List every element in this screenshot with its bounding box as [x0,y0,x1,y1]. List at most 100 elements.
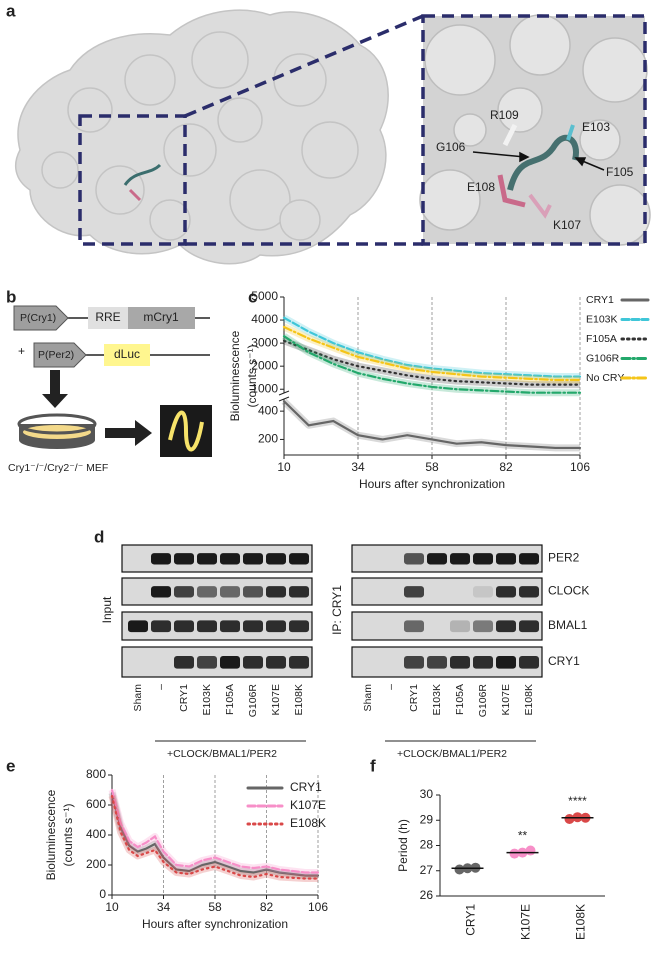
band [404,656,424,669]
residue-label: E108 [467,180,495,194]
band [220,656,240,669]
y-tick-label: 1000 [251,381,278,395]
plus: + [18,344,25,358]
residue-label: R109 [490,108,519,122]
protein-label: CRY1 [548,654,580,668]
protein-label: PER2 [548,551,580,565]
band [197,553,217,565]
band [174,553,194,565]
legend-label: No CRY [586,372,624,384]
x-tick-label: 82 [499,460,513,474]
lane-label: E103K [201,684,213,716]
x-tick-label: K107E [519,904,533,940]
x-tick-label: 58 [208,900,222,914]
y-tick-label: 0 [99,887,106,901]
y-tick-label: 27 [420,863,434,877]
band [266,656,286,669]
panel-label: b [6,287,16,306]
band [496,553,516,565]
band [496,586,516,598]
cotransfection-label: +CLOCK/BMAL1/PER2 [167,748,277,760]
x-tick-label: 10 [277,460,291,474]
band [174,656,194,669]
x-axis-label: Hours after synchronization [142,917,288,931]
band [151,553,171,565]
y-axis-label: Bioluminescence [228,330,242,421]
band [197,620,217,633]
series-line [282,325,582,382]
x-tick-label: 58 [425,460,439,474]
lane-label: – [385,684,397,690]
band [243,553,263,565]
panel-label: e [6,756,15,775]
zoom-frame [421,14,647,246]
y-tick-label: 800 [86,767,106,781]
x-tick-label: 10 [105,900,119,914]
y-tick-label: 600 [86,797,106,811]
y-tick-label: 2000 [251,358,278,372]
y-tick-label: 4000 [251,312,278,326]
element-label: RRE [95,310,120,324]
y-tick-label: 400 [86,827,106,841]
lane-label: E108K [523,684,535,716]
band [220,553,240,565]
band [450,620,470,633]
cell-assay: Cry1⁻/⁻/Cry2⁻/⁻ MEF [8,370,212,474]
band [128,620,148,633]
x-tick-label: 34 [351,460,365,474]
band [174,586,194,598]
legend-label: E103K [586,313,618,325]
western-blots [121,544,543,678]
y-tick-label: 3000 [251,335,278,349]
band [151,620,171,633]
band [289,553,309,565]
lane-label: G106R [247,684,259,718]
lane-label: K107E [500,684,512,716]
x-tick-label: CRY1 [464,904,478,936]
series-line [282,400,582,450]
significance: **** [568,794,587,808]
band [266,586,286,598]
protein-label: CLOCK [548,584,589,598]
band [289,656,309,669]
input-label: Input [100,596,114,623]
data-point [454,864,465,875]
band [473,586,493,598]
band [174,620,194,633]
x-tick-label: E108K [574,904,588,940]
zoom-line [184,14,424,118]
band [519,620,539,633]
arrows [472,151,605,171]
lane-label: F105A [454,684,466,715]
band [243,586,263,598]
legend-label: CRY1 [586,294,614,306]
y-axis-label: (counts s⁻¹) [245,344,259,407]
band [266,620,286,633]
band [220,586,240,598]
x-tick-label: 34 [157,900,171,914]
band [519,553,539,565]
panel-label: c [248,287,257,306]
lane-label: G106R [477,684,489,718]
data-point [564,813,575,824]
data-point [509,848,520,859]
residue-label: K107 [553,218,581,232]
band [473,553,493,565]
band [404,586,424,598]
band [427,656,447,669]
y-tick-label: 200 [86,857,106,871]
panel-label: f [370,756,376,775]
series-line [110,788,320,874]
y-tick-label: 5000 [251,289,278,303]
band [496,620,516,633]
lane-label: CRY1 [178,684,190,712]
residue-label: E103 [582,120,610,134]
band [151,586,171,598]
y-axis-label: (counts s⁻¹) [61,803,75,866]
legend-label: K107E [290,798,326,812]
lane-label: Sham [362,684,374,712]
lane-label: K107E [270,684,282,716]
lane-label: E103K [431,684,443,716]
axis-break [278,396,290,402]
